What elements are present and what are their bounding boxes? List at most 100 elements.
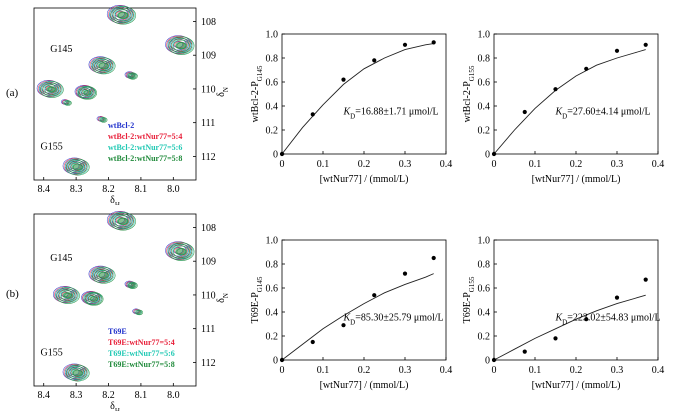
peak-core-5 <box>83 90 92 96</box>
binding-plot-b-g155: 0 0.1 0.2 0.3 0.4 0 0.2 0.4 0.6 0.8 1.0 [wtNur77] /… <box>462 236 664 392</box>
contour-peak-7 <box>64 364 89 382</box>
data-point <box>279 357 285 363</box>
kd-subscript: D <box>350 318 355 326</box>
legend-entry: wtBcl-2 <box>108 121 134 130</box>
data-point <box>491 357 497 363</box>
peak-label: G155 <box>40 142 62 153</box>
y-tick-label: 110 <box>201 290 216 301</box>
y-tick-label: 0.8 <box>266 260 279 271</box>
contour-peak-1 <box>172 245 189 258</box>
contour-peak-6 <box>135 309 144 316</box>
contour-peak-2 <box>93 58 113 73</box>
contour-peak-8 <box>69 161 84 172</box>
y-tick-label: 0.8 <box>478 54 491 65</box>
contour-peak-7 <box>70 368 85 379</box>
kd-symbol: K <box>555 106 564 117</box>
legend-entry: T69E:wtNur77=5:4 <box>108 338 175 347</box>
x-tick-label: 0.2 <box>358 159 371 170</box>
contour-peak-7 <box>101 118 107 122</box>
contour-peak-2 <box>93 268 113 282</box>
plot-frame <box>33 7 197 181</box>
contour-peak-8 <box>68 160 88 174</box>
y-tick-label: 0.6 <box>478 78 491 89</box>
kd-subscript: D <box>562 318 567 326</box>
contour-peak-1 <box>173 245 190 258</box>
contour-peak-0 <box>110 212 137 231</box>
contour-peak-4 <box>42 82 62 97</box>
contour-peak-2 <box>91 57 116 75</box>
peak-core-4 <box>62 292 74 300</box>
y-tick-label: 108 <box>201 223 216 234</box>
x-tick-label: 0 <box>492 159 497 170</box>
contour-peak-3 <box>127 282 138 289</box>
y-axis-label-sub: G145 <box>256 276 264 292</box>
x-axis-label: [wtNur77] / (mmol/L) <box>532 380 621 391</box>
kd-subscript: D <box>350 112 355 120</box>
peak-core-8 <box>72 163 84 171</box>
kd-value: =16.88±1.71 μmol/L <box>355 106 438 117</box>
x-tick-label: 0.4 <box>440 159 453 170</box>
contour-peak-2 <box>96 270 111 281</box>
peak-label: G155 <box>40 348 62 359</box>
data-point <box>553 336 558 341</box>
y-tick-label: 0.4 <box>266 308 279 319</box>
y-tick-label: 0.2 <box>478 332 491 343</box>
contour-peak-8 <box>67 160 87 174</box>
contour-peak-1 <box>173 39 190 52</box>
x-tick-label: 8.1 <box>135 390 148 401</box>
contour-peak-2 <box>95 60 110 71</box>
kd-value: =223.02±54.83 μmol/L <box>567 312 660 323</box>
x-tick-label: 8.3 <box>70 184 83 195</box>
contour-peak-2 <box>90 57 115 74</box>
peak-core-2 <box>98 271 110 279</box>
y-tick-label: 0.2 <box>478 126 491 137</box>
y-tick-label: 1.0 <box>478 30 491 41</box>
x-tick-label: 0.1 <box>317 159 330 170</box>
y-axis-label-main: wtBcl-2-P <box>462 81 473 123</box>
y-axis-label-sub: G155 <box>468 276 476 292</box>
y-tick-label: 1.0 <box>266 236 279 247</box>
y-tick-label: 109 <box>201 51 216 62</box>
contour-peak-3 <box>129 73 137 79</box>
y-tick-label: 0 <box>273 356 278 367</box>
y-tick-label: 1.0 <box>478 236 491 247</box>
contour-peak-1 <box>169 243 191 259</box>
contour-peak-0 <box>111 7 133 23</box>
peak-core-3 <box>130 284 135 287</box>
contour-peak-5 <box>78 86 97 100</box>
y-axis-label-sub: G155 <box>468 65 476 81</box>
data-point <box>341 323 346 328</box>
y-tick-label: 0.8 <box>266 54 279 65</box>
contour-peak-0 <box>109 211 135 231</box>
contour-peak-5 <box>86 294 99 303</box>
contour-peak-0 <box>113 9 131 21</box>
peak-core-7 <box>72 369 84 377</box>
peak-core-6 <box>137 311 141 314</box>
y-tick-label: 0 <box>485 356 490 367</box>
x-tick-label: 0.1 <box>317 365 330 376</box>
kd-annotation: KD=85.30±25.79 μmol/L <box>343 312 444 326</box>
plot-frame <box>281 33 447 155</box>
x-tick-label: 0.3 <box>611 365 624 376</box>
data-point <box>491 151 497 157</box>
x-tick-label: 0.1 <box>529 159 542 170</box>
contour-peak-1 <box>168 36 195 55</box>
x-tick-label: 8.4 <box>37 390 50 401</box>
x-tick-label: 8.2 <box>102 390 115 401</box>
binding-plot-a-g155: 0 0.1 0.2 0.3 0.4 0 0.2 0.4 0.6 0.8 1.0 [wtNur77] /… <box>462 30 664 186</box>
contour-peak-1 <box>169 37 191 53</box>
contour-peak-0 <box>112 7 134 23</box>
y-tick-label: 0.6 <box>266 78 279 89</box>
contour-peak-4 <box>60 290 76 301</box>
y-tick-label: 0 <box>273 150 278 161</box>
data-point <box>614 48 620 53</box>
y-axis-label: wtBcl-2-PG145 <box>250 65 264 122</box>
data-point <box>402 42 408 47</box>
kd-value: =27.60±4.14 μmol/L <box>567 106 650 117</box>
contour-peak-5 <box>80 88 93 97</box>
plot-frame <box>493 33 659 155</box>
data-point <box>341 77 346 82</box>
legend-entry: wtBcl-2:wtNur77=5:4 <box>108 132 182 141</box>
y-tick-label: 0.4 <box>266 102 279 113</box>
kd-annotation: KD=27.60±4.14 μmol/L <box>555 106 651 120</box>
